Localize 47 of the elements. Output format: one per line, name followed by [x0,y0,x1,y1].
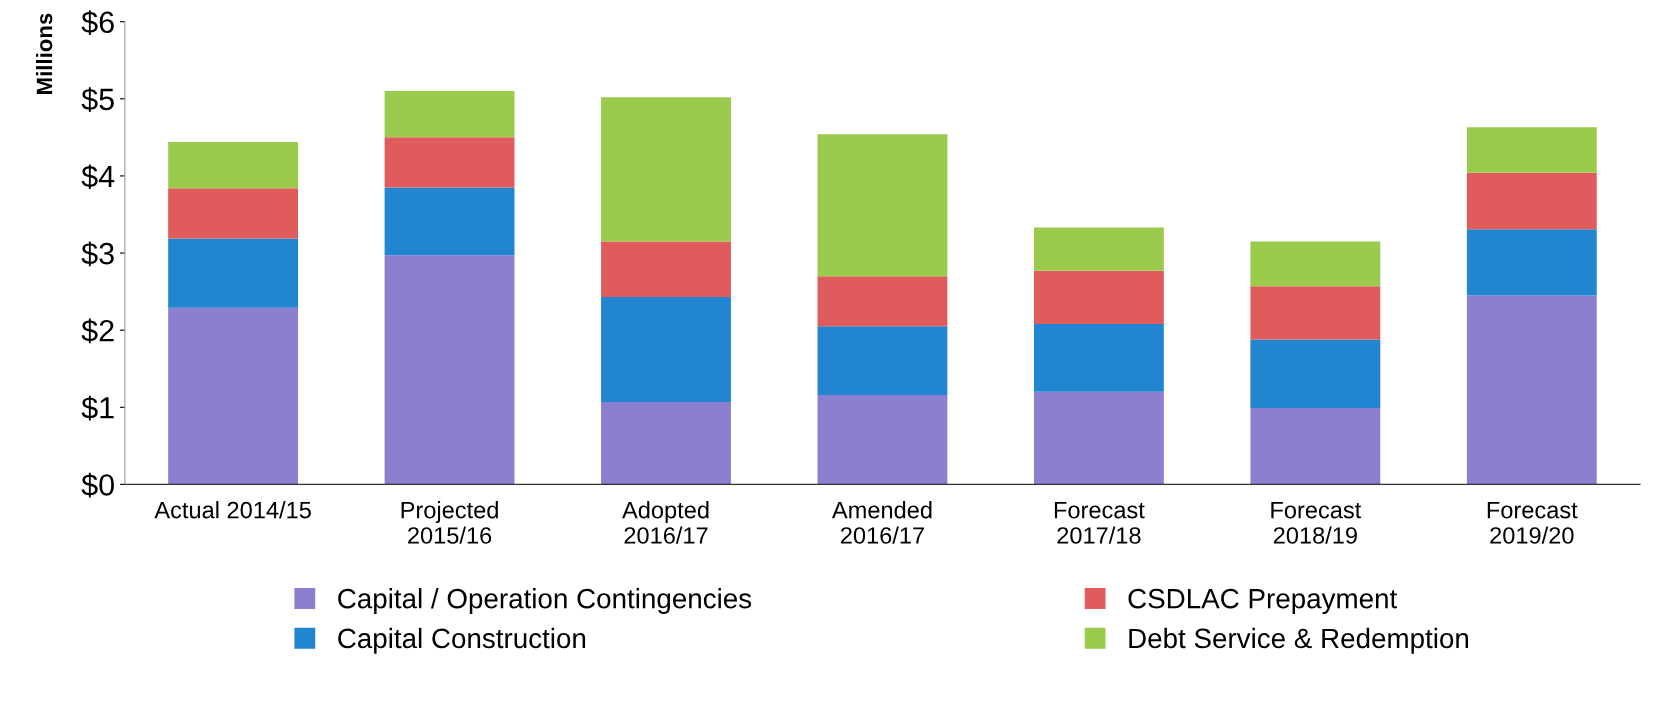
bar [601,97,731,242]
bar [384,187,515,256]
bar [1250,286,1381,340]
bar [1250,241,1381,287]
bar [168,238,299,308]
y-tick-label: $4 [81,164,115,190]
bar [1033,324,1164,392]
bar [1466,229,1597,296]
x-tick-label: Forecast 2017/18 [1054,501,1145,544]
bar [384,255,515,485]
bar [168,307,299,485]
y-tick-label: $3 [81,241,114,267]
bar [817,134,948,277]
bar [601,401,731,485]
x-tick-label: Projected 2015/16 [401,501,498,544]
legend-label: Capital Construction [338,627,586,654]
y-tick-label: $6 [81,10,114,35]
y-axis-title: Millions [35,13,53,94]
bar [817,326,948,395]
bar [384,91,515,138]
bar [1466,127,1597,173]
x-tick-label: Forecast 2018/19 [1271,501,1362,544]
bar [1033,270,1164,324]
y-tick-label: $1 [81,395,114,421]
x-tick-label: Adopted 2016/17 [622,501,709,544]
bar [384,137,515,188]
bar [168,188,299,239]
bar [168,142,299,189]
bar [1250,339,1381,409]
bar [1033,227,1164,271]
bar [1250,408,1381,485]
y-tick-label: $2 [81,318,114,344]
x-tick-label: Actual 2014/15 [154,501,311,519]
x-tick-label: Forecast 2019/20 [1487,501,1578,544]
x-tick-label: Amended 2016/17 [831,501,932,544]
bar [601,297,731,402]
legend-label: Debt Service & Redemption [1129,627,1469,654]
bar [817,276,948,327]
bar [1466,172,1597,230]
y-tick-label: $5 [81,87,114,112]
bar [817,394,948,485]
bar [1466,295,1597,485]
y-tick-label: $0 [81,472,114,498]
legend-label: Capital / Operation Contingencies [338,588,752,614]
bar [1033,391,1164,485]
bar [601,241,731,298]
legend-label: CSDLAC Prepayment [1128,588,1398,614]
